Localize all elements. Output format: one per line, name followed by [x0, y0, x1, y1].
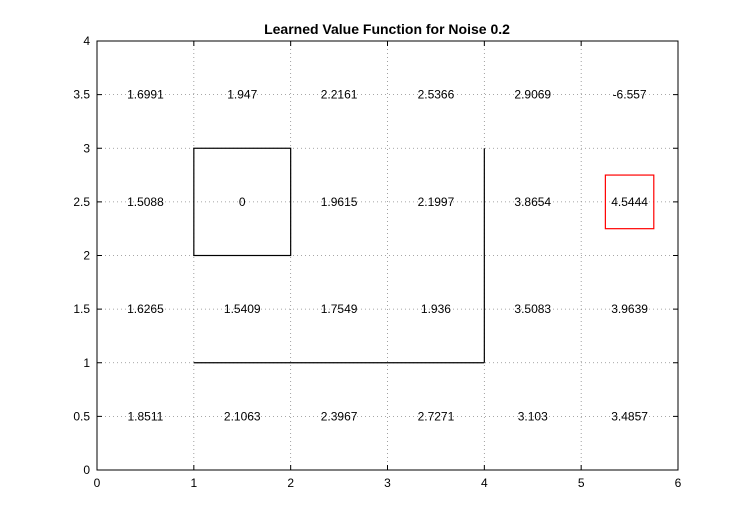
- cell-value-label: 3.5083: [514, 302, 551, 316]
- cell-value-label: 3.4857: [611, 409, 648, 423]
- cell-value-label: 1.5088: [127, 195, 164, 209]
- x-tick-label: 6: [675, 476, 682, 490]
- y-tick-label: 4: [83, 34, 90, 48]
- cell-value-label: 3.9639: [611, 302, 648, 316]
- cell-value-label: 1.9615: [321, 195, 358, 209]
- y-tick-label: 2: [83, 249, 90, 263]
- cell-value-label: 1.6265: [127, 302, 164, 316]
- cell-value-label: 1.5409: [224, 302, 261, 316]
- cell-value-label: 2.1997: [418, 195, 455, 209]
- y-tick-label: 1: [83, 356, 90, 370]
- x-tick-label: 3: [384, 476, 391, 490]
- y-tick-label: 3: [83, 141, 90, 155]
- cell-value-label: 0: [239, 195, 246, 209]
- cell-value-label: 2.1063: [224, 409, 261, 423]
- cell-value-label: 3.103: [518, 409, 548, 423]
- chart-title: Learned Value Function for Noise 0.2: [264, 21, 510, 37]
- cell-value-label: 2.7271: [418, 409, 455, 423]
- x-tick-label: 2: [287, 476, 294, 490]
- cell-value-label: 2.2161: [321, 88, 358, 102]
- cell-value-label: 4.5444: [611, 195, 648, 209]
- cell-value-label: 1.7549: [321, 302, 358, 316]
- cell-value-label: 2.3967: [321, 409, 358, 423]
- axis-ticks: 0 1 2 3 4 5 6 0 0.5 1 1.5 2 2.5 3 3.5 4: [73, 34, 681, 490]
- y-tick-label: 0.5: [73, 409, 90, 423]
- agent-highlight-box: [604, 174, 655, 230]
- cell-value-label: 1.8511: [128, 409, 164, 423]
- cell-value-label: 2.5366: [418, 88, 455, 102]
- walls: [193, 147, 655, 364]
- cell-value-label: 1.936: [421, 302, 451, 316]
- cell-value-label: 1.6991: [127, 88, 164, 102]
- x-tick-label: 0: [94, 476, 101, 490]
- y-tick-label: 3.5: [73, 88, 90, 102]
- y-tick-label: 1.5: [73, 302, 90, 316]
- y-tick-label: 2.5: [73, 195, 90, 209]
- cell-value-label: 2.9069: [514, 88, 551, 102]
- cell-value-label: -6.557: [613, 88, 647, 102]
- y-tick-label: 0: [83, 463, 90, 477]
- x-tick-label: 1: [190, 476, 197, 490]
- x-tick-label: 4: [481, 476, 488, 490]
- cell-value-label: 3.8654: [514, 195, 551, 209]
- cell-value-label: 1.947: [227, 88, 257, 102]
- x-tick-label: 5: [578, 476, 585, 490]
- obstacle-box: [193, 147, 292, 257]
- cell-values: 1.6991 1.947 2.2161 2.5366 2.9069 -6.557 1.508…: [127, 88, 648, 424]
